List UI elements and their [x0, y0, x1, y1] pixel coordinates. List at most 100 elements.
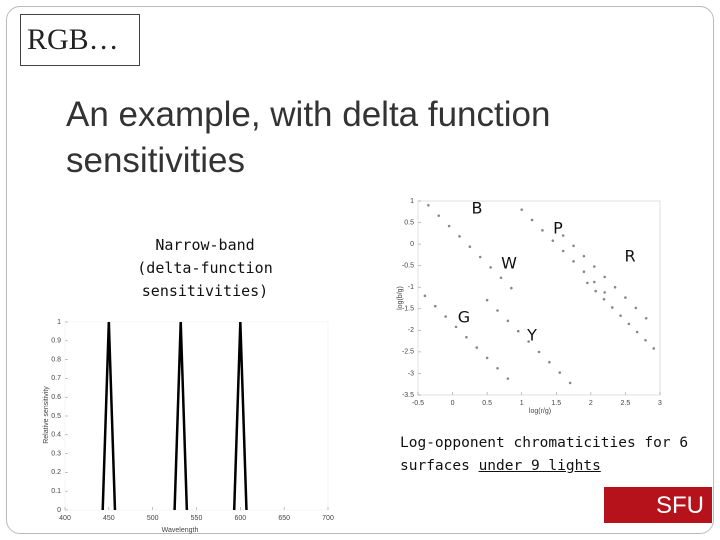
point [454, 325, 458, 329]
annotation: Y [526, 326, 537, 345]
point [516, 329, 520, 333]
point [433, 304, 437, 308]
y-tick-label: 0.4 [51, 432, 61, 439]
x-tick-label: 2 [589, 400, 593, 407]
note-line: (delta-function [137, 259, 273, 277]
note-line: sensitivities) [141, 282, 269, 300]
point [572, 260, 575, 263]
note: Narrow-band (delta-function sensitivitie… [120, 234, 290, 303]
point [593, 265, 596, 268]
point [478, 255, 482, 259]
point [537, 350, 541, 354]
point [427, 204, 430, 207]
y-tick-label: 0.3 [51, 450, 61, 457]
x-tick-label: 450 [103, 515, 115, 522]
y-tick-label: 0.5 [51, 413, 61, 420]
point [485, 356, 489, 360]
caption-text: Log-opponent chromaticities for 6 surfac… [400, 435, 689, 474]
point [561, 249, 565, 253]
x-tick-label: 500 [147, 515, 159, 522]
x-tick-label: 600 [234, 515, 246, 522]
point [652, 347, 656, 350]
y-tick-label: 0 [57, 507, 61, 514]
y-axis-label: log(b/g) [397, 286, 404, 310]
line [232, 321, 248, 511]
point [444, 315, 447, 318]
y-tick-label: 1 [410, 198, 414, 205]
y-tick-label: -3 [408, 370, 414, 377]
point [603, 291, 606, 294]
point [586, 281, 589, 285]
point [613, 285, 617, 289]
x-tick-label: 650 [278, 515, 290, 522]
plot-frame [417, 200, 661, 396]
y-tick-label: 0.8 [51, 356, 61, 363]
point [582, 254, 586, 258]
point [568, 381, 572, 385]
point [582, 270, 586, 274]
point [572, 244, 575, 248]
y-tick-label: -3.5 [402, 392, 414, 399]
point [644, 316, 648, 320]
y-tick-label: -0.5 [402, 263, 414, 270]
y-tick-label: 0.9 [51, 338, 61, 345]
point [475, 346, 479, 349]
point [485, 298, 489, 302]
x-tick-label: 0.5 [482, 400, 492, 407]
y-tick-label: 0.7 [51, 375, 61, 382]
y-axis-label: Relative sensitivity [43, 386, 50, 444]
annotation: G [458, 308, 470, 327]
y-tick-label: 0.1 [51, 488, 61, 495]
y-tick-label: -1 [408, 284, 414, 291]
point [527, 340, 530, 343]
annotation: R [624, 247, 635, 266]
x-tick-label: 1.5 [551, 400, 561, 407]
point [506, 377, 510, 380]
line [173, 321, 189, 511]
point [634, 306, 638, 310]
point [468, 245, 472, 248]
y-tick-label: -2.5 [402, 349, 414, 356]
line [101, 321, 117, 511]
y-tick-label: -2 [408, 327, 414, 334]
y-tick-label: 0 [410, 241, 414, 248]
x-tick-label: 550 [191, 515, 203, 522]
caption: Log-opponent chromaticities for 6 surfac… [400, 432, 700, 478]
point [423, 294, 427, 298]
x-axis-label: Wavelength [162, 527, 199, 534]
annotation: W [501, 254, 517, 273]
x-tick-label: 700 [322, 515, 334, 522]
logo: SFU [604, 487, 712, 523]
point [510, 286, 513, 290]
x-tick-label: 3 [658, 400, 662, 407]
point [437, 214, 441, 217]
y-tick-label: 0.5 [404, 219, 414, 226]
x-tick-label: 400 [59, 515, 71, 522]
x-tick-label: 1 [520, 400, 524, 407]
point [619, 314, 622, 317]
x-tick-label: 0 [451, 400, 455, 407]
slide-frame [6, 6, 714, 534]
note-line: Narrow-band [155, 236, 255, 254]
point [520, 208, 524, 211]
point [624, 296, 627, 299]
point [548, 360, 551, 364]
heading: An example, with delta function sensitiv… [66, 95, 551, 180]
point [603, 275, 606, 279]
point [594, 289, 597, 293]
point [602, 297, 606, 301]
point [465, 335, 468, 339]
annotation: P [553, 219, 563, 238]
y-tick-label: 0.2 [51, 469, 61, 476]
point [551, 239, 555, 242]
slide-title: RGB… [20, 14, 140, 66]
point [558, 371, 562, 374]
point [499, 276, 503, 280]
point [644, 338, 647, 342]
point [561, 234, 565, 237]
point [593, 280, 596, 284]
point [530, 218, 534, 222]
y-tick-label: -1.5 [402, 306, 414, 313]
